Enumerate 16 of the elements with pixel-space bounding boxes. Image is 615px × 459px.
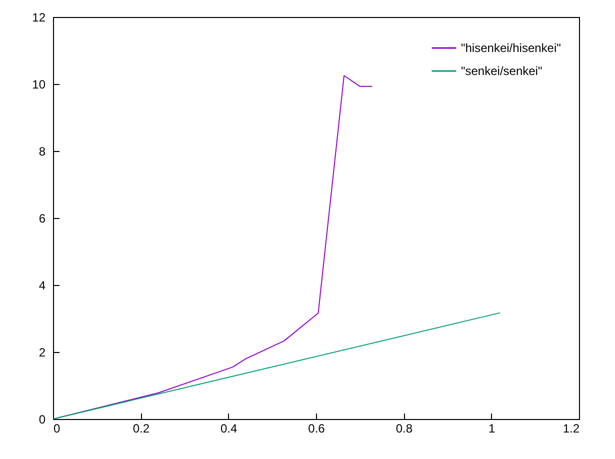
y-tick-label: 2: [38, 346, 46, 360]
y-tick-label: 6: [38, 212, 46, 226]
x-tick-label: 1.2: [562, 422, 580, 436]
y-tick-label: 12: [32, 10, 46, 24]
x-tick-label: 1: [488, 422, 496, 436]
x-tick-label: 0.4: [220, 422, 238, 436]
x-tick-label: 0.6: [308, 422, 326, 436]
x-tick-label: 0.8: [396, 422, 413, 436]
y-tick-label: 0: [38, 412, 46, 426]
x-tick-label: 0: [54, 422, 60, 436]
y-tick-label: 8: [38, 144, 46, 158]
y-tick-label: 4: [38, 278, 46, 292]
y-tick-label: 10: [32, 78, 46, 92]
legend-label: "hisenkei/hisenkei": [461, 41, 561, 55]
legend-label: "senkei/senkei": [461, 64, 542, 78]
x-tick-label: 0.2: [132, 422, 150, 436]
